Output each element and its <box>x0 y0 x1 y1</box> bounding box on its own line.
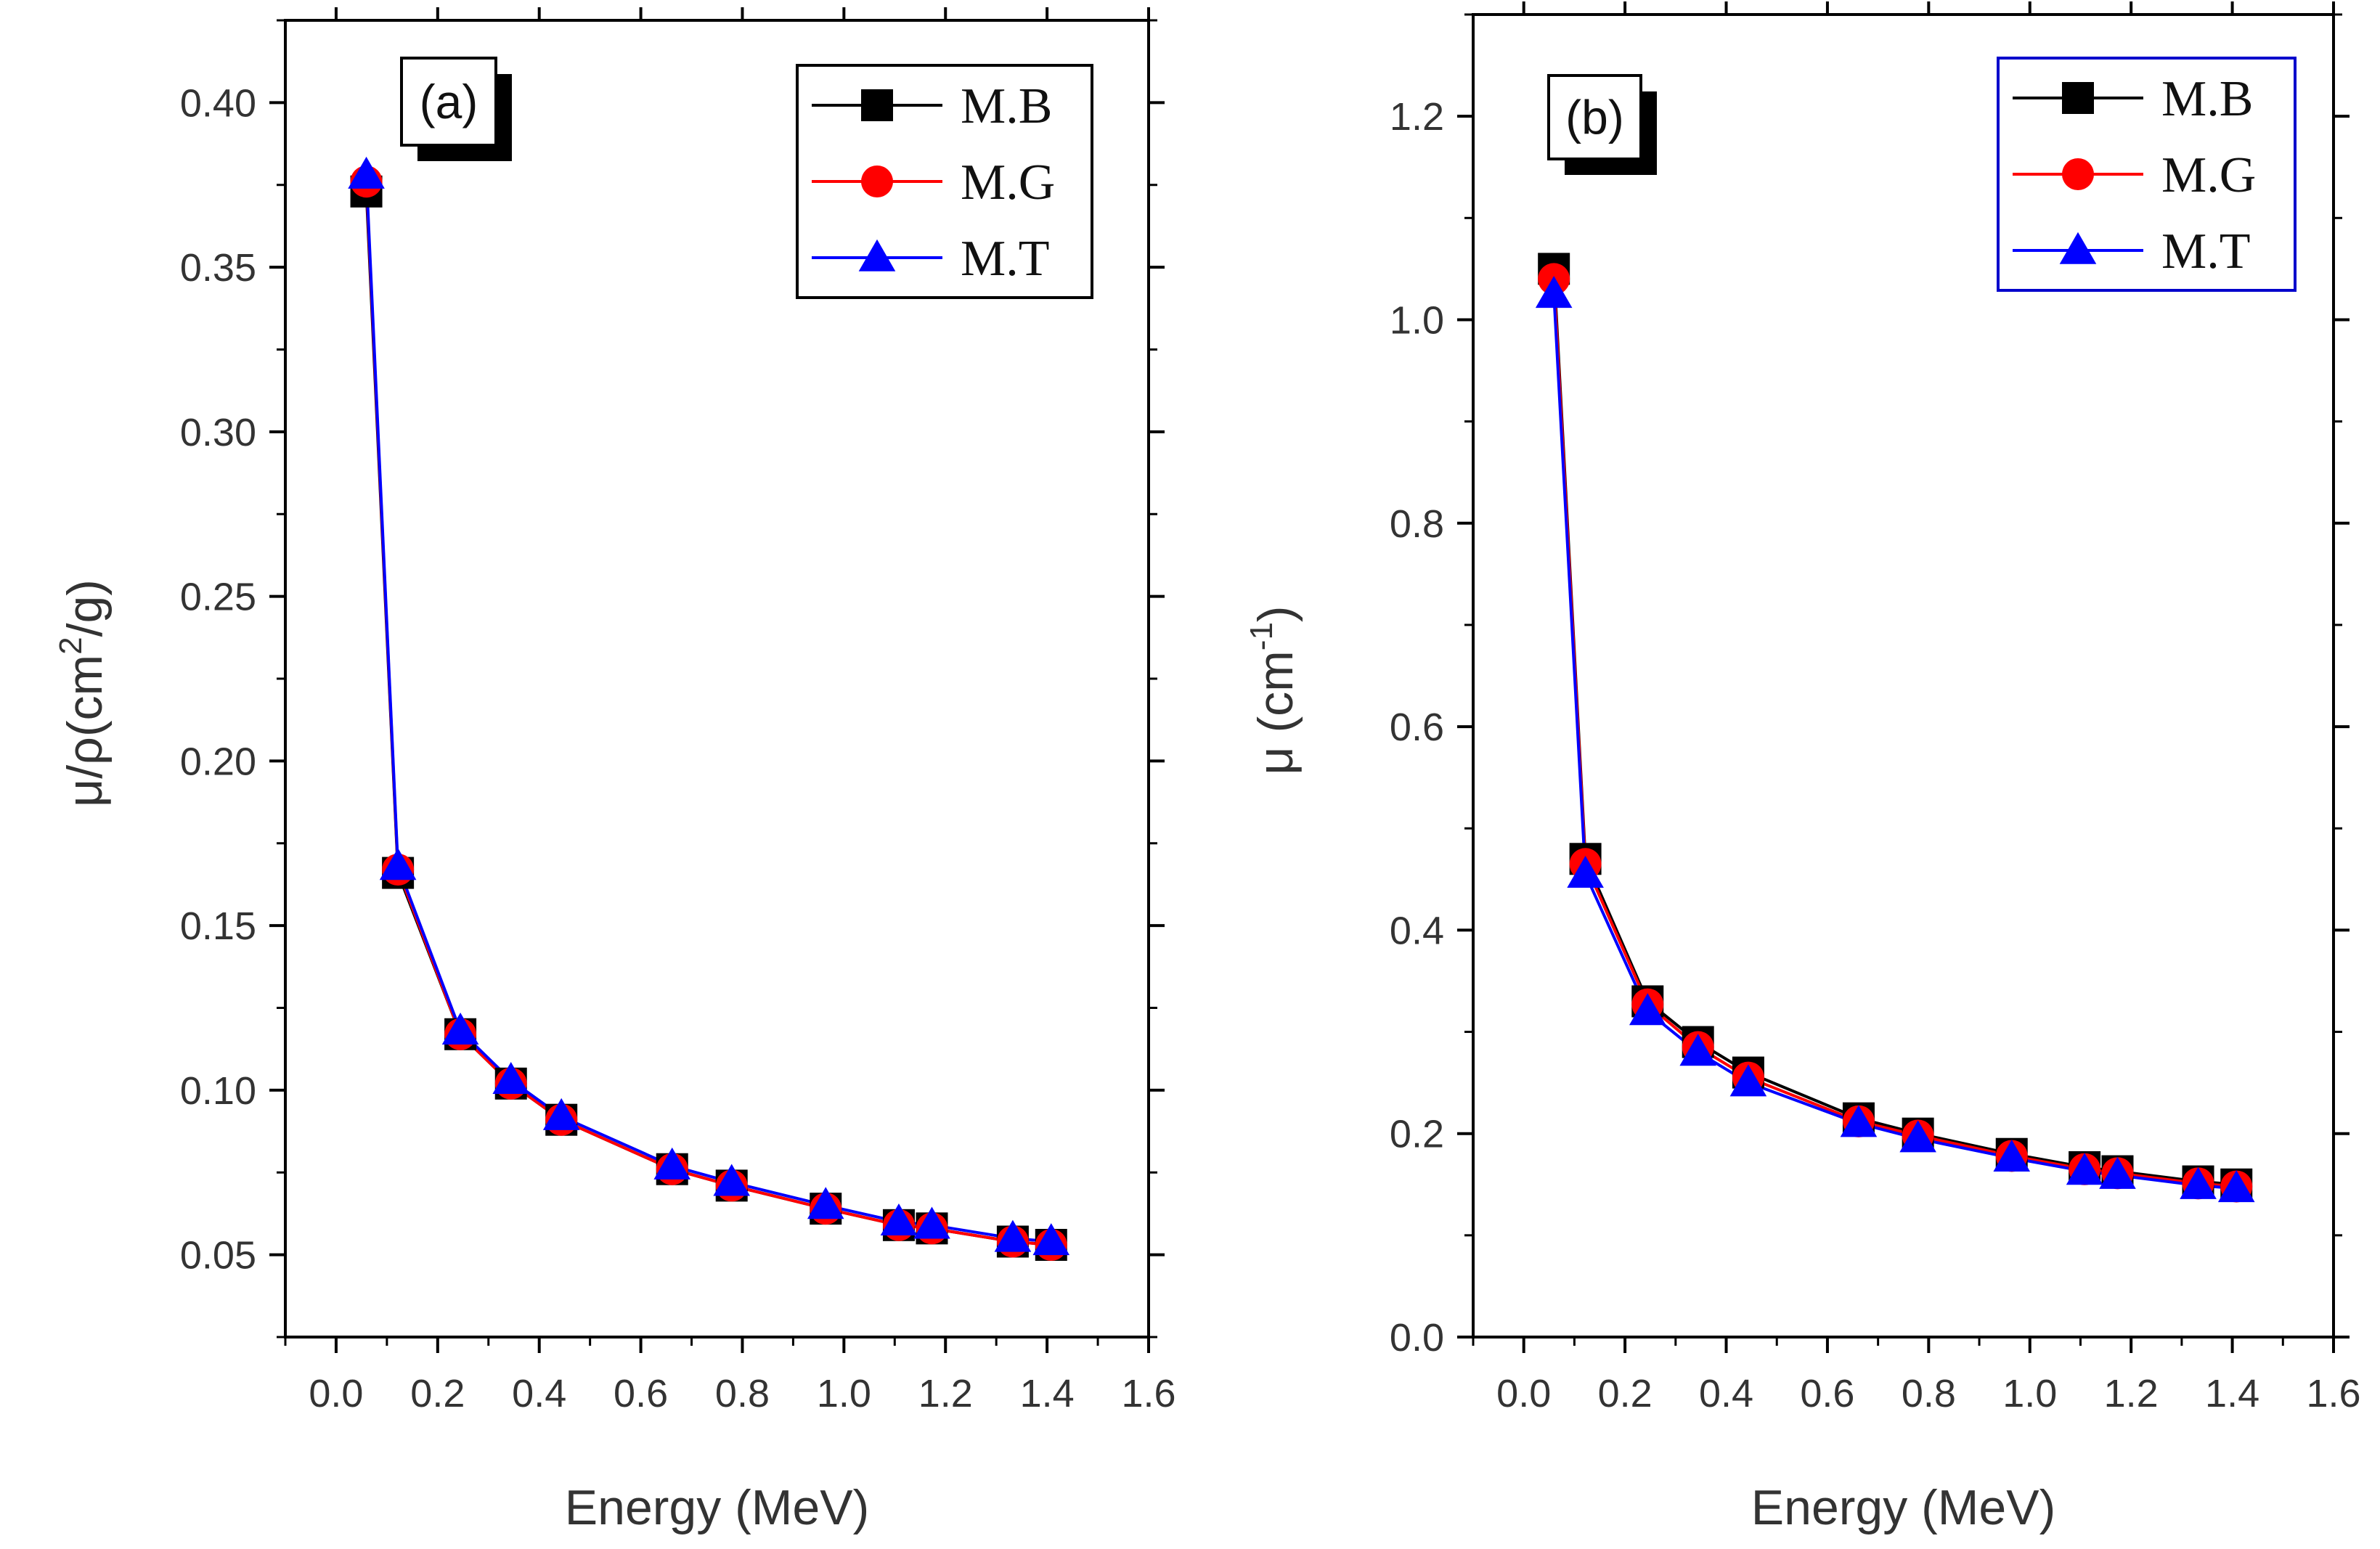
x-tick-label: 0.8 <box>1902 1372 1956 1415</box>
legend-marker <box>2062 82 2094 114</box>
x-tick-label: 0.2 <box>410 1372 465 1415</box>
x-tick-label: 1.6 <box>1121 1372 1175 1415</box>
data-point-mt <box>2180 1166 2217 1199</box>
legend-label: M.T <box>2161 224 2251 279</box>
y-tick-label: 0.25 <box>180 576 256 619</box>
y-axis-title: μ/ρ(cm2/g) <box>53 579 113 807</box>
x-tick-label: 1.6 <box>2306 1372 2360 1415</box>
x-tick-label: 0.6 <box>1800 1372 1854 1415</box>
legend-label: M.B <box>961 78 1052 134</box>
data-point-mt <box>1032 1223 1070 1256</box>
panel-label-box <box>400 57 497 147</box>
y-tick-label: 0.20 <box>180 740 256 783</box>
y-tick-label: 0.4 <box>1390 909 1444 952</box>
panel-label-box <box>1547 74 1642 160</box>
y-tick-label: 0.05 <box>180 1234 256 1278</box>
x-axis-title: Energy (MeV) <box>1751 1480 2055 1535</box>
legend-marker <box>2059 232 2097 264</box>
legend-label: M.G <box>2161 147 2256 203</box>
x-tick-label: 1.4 <box>2205 1372 2259 1415</box>
legend-marker <box>861 165 893 197</box>
legend-marker <box>861 89 893 121</box>
y-tick-label: 0.30 <box>180 411 256 454</box>
data-point-mt <box>913 1206 950 1239</box>
x-tick-label: 0.2 <box>1598 1372 1652 1415</box>
data-point-mt <box>2217 1170 2255 1203</box>
legend-marker <box>858 239 896 271</box>
y-tick-label: 1.0 <box>1390 298 1444 342</box>
y-axis-title-tail: ) <box>1248 605 1303 622</box>
series-line-mb <box>364 191 1051 1247</box>
data-point-mt <box>994 1219 1032 1252</box>
x-axis-title: Energy (MeV) <box>565 1480 869 1535</box>
data-point-mt <box>1729 1064 1767 1097</box>
data-point-mt <box>880 1203 918 1235</box>
data-point-mt <box>713 1164 751 1196</box>
y-axis-title-sup: -1 <box>1244 622 1279 650</box>
x-tick-label: 0.4 <box>1699 1372 1753 1415</box>
legend-label: M.B <box>2161 71 2253 127</box>
y-tick-label: 0.35 <box>180 246 256 290</box>
y-tick-label: 0.10 <box>180 1069 256 1113</box>
data-point-mt <box>1993 1140 2031 1172</box>
data-point-mt <box>2099 1156 2136 1189</box>
data-point-mt <box>1629 993 1666 1026</box>
data-point-mt <box>1535 276 1573 308</box>
data-point-mt <box>492 1061 530 1094</box>
x-tick-label: 0.0 <box>309 1372 363 1415</box>
data-point-mt <box>348 156 385 189</box>
chart-panel-b: 0.0 0.2 0.4 0.6 0.8 1.0 1.2 1.4 1.6 0.0 0.2 0.4 0.6 0… <box>1244 1 2361 1535</box>
y-axis-title: μ (cm-1) <box>1244 605 1303 774</box>
chart-panel-a: 0.0 0.2 0.4 0.6 0.8 1.0 1.2 1.4 1.6 0.05 0.10 0.15 0… <box>53 7 1176 1535</box>
legend-label: M.G <box>961 155 1055 211</box>
x-tick-label: 1.0 <box>2002 1372 2057 1415</box>
x-tick-label: 0.0 <box>1496 1372 1551 1415</box>
y-axis-title-tail: /g) <box>57 579 113 637</box>
x-tick-label: 0.4 <box>512 1372 566 1415</box>
x-tick-label: 1.0 <box>817 1372 871 1415</box>
y-tick-label: 0.40 <box>180 81 256 125</box>
data-point-mt <box>1840 1105 1878 1137</box>
series-line-mt <box>1552 294 2237 1190</box>
y-axis-title-main: μ/ρ(cm <box>57 655 113 807</box>
y-tick-label: 0.6 <box>1390 706 1444 749</box>
panel-label: (a) <box>420 75 478 128</box>
y-axis-title-sup: 2 <box>53 637 89 654</box>
series-line-mb <box>1552 269 2237 1186</box>
data-point-mt <box>653 1147 691 1180</box>
x-tick-label: 1.2 <box>2104 1372 2159 1415</box>
y-axis-title-main: μ (cm <box>1248 650 1303 774</box>
data-point-mt <box>441 1012 479 1045</box>
panel-label: (b) <box>1565 91 1624 144</box>
series-line-mg <box>364 181 1051 1247</box>
plot-frame <box>1472 13 2335 1338</box>
series-line-mg <box>1552 279 2237 1188</box>
data-point-mt <box>1679 1034 1717 1066</box>
data-point-mt <box>542 1098 580 1130</box>
y-tick-label: 0.8 <box>1390 502 1444 546</box>
y-tick-label: 1.2 <box>1390 95 1444 139</box>
x-tick-label: 1.2 <box>918 1372 973 1415</box>
series-line-mt <box>364 175 1051 1243</box>
x-tick-label: 0.8 <box>715 1372 770 1415</box>
data-point-mt <box>1567 856 1604 888</box>
y-tick-label: 0.0 <box>1390 1316 1444 1360</box>
legend-label: M.T <box>961 231 1050 287</box>
x-tick-label: 1.4 <box>1020 1372 1075 1415</box>
data-point-mt <box>2066 1153 2103 1185</box>
data-point-mt <box>379 848 417 880</box>
x-tick-label: 0.6 <box>614 1372 668 1415</box>
y-tick-label: 0.2 <box>1390 1113 1444 1156</box>
data-point-mt <box>1899 1120 1936 1153</box>
legend-marker <box>2062 158 2094 190</box>
y-tick-label: 0.15 <box>180 904 256 948</box>
data-point-mt <box>807 1187 844 1219</box>
